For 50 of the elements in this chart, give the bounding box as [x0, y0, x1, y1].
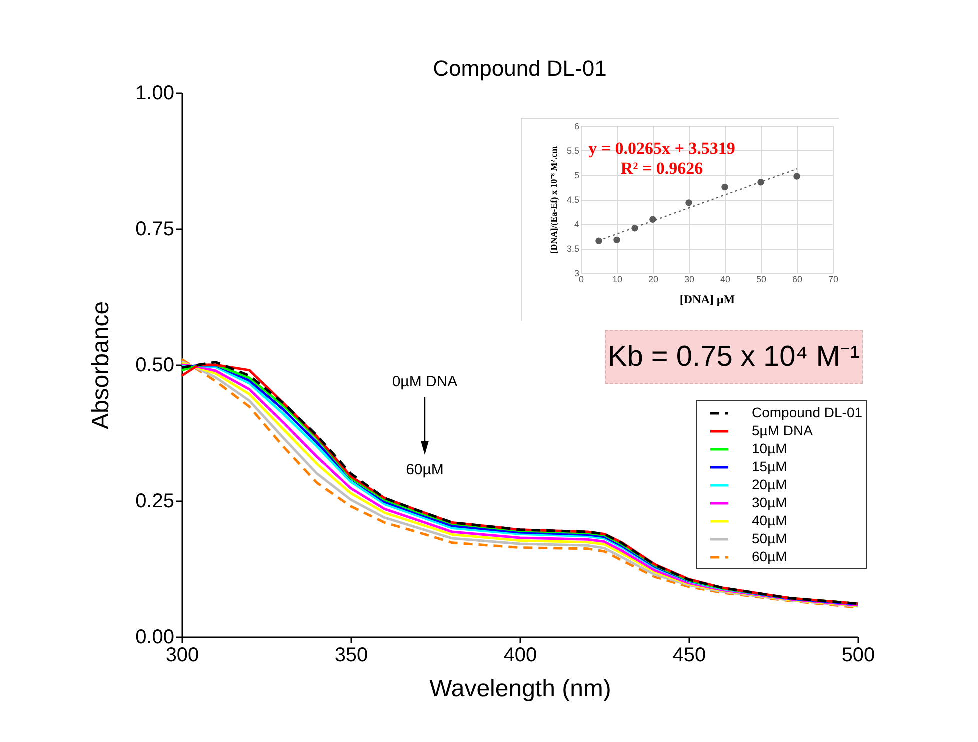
point: [722, 184, 728, 191]
y-tick-label: 4.5: [566, 195, 580, 205]
annotation: R² = 0.9626: [620, 159, 704, 179]
y-axis-title: Absorbance: [88, 301, 115, 430]
legend-label: 50µM: [752, 530, 788, 546]
legend-label: 40µM: [752, 512, 788, 528]
x-tick-label: 0: [578, 274, 584, 284]
x-tick-label: 10: [612, 274, 623, 284]
annotation: Kb = 0.75 x 10⁴ M⁻¹: [605, 330, 863, 384]
x-tick-label: 50: [756, 274, 767, 284]
y-axis-title: [DNA]/(Ea-Ef) x 10⁻⁸ M².cm: [548, 146, 559, 254]
x-tick-label: 40: [720, 274, 731, 284]
x-axis-title: [DNA] µM: [680, 292, 736, 306]
legend-label: Compound DL-01: [752, 404, 863, 420]
point: [758, 179, 764, 186]
x-tick-label: 500: [842, 644, 876, 666]
y-tick-label: 0.50: [136, 354, 174, 376]
y-tick-label: 0.75: [136, 218, 174, 240]
y-tick-label: 3.5: [566, 244, 580, 254]
y-tick-label: 4: [574, 220, 580, 230]
chart-title: Compound DL-01: [433, 56, 607, 81]
y-tick-label: 5: [574, 170, 580, 180]
point: [686, 200, 692, 206]
point: [794, 173, 800, 180]
point: [632, 225, 638, 232]
y-tick-label: 5.5: [566, 146, 580, 156]
legend-label: 5µM DNA: [752, 422, 814, 438]
point: [596, 238, 602, 244]
x-tick-label: 450: [672, 644, 706, 666]
annotation: y = 0.0265x + 3.5319: [588, 139, 736, 159]
x-tick-label: 20: [648, 274, 659, 284]
x-axis-title: Wavelength (nm): [430, 676, 612, 702]
x-tick-label: 70: [828, 274, 839, 284]
y-tick-label: 1.00: [136, 82, 174, 104]
legend-label: 20µM: [752, 476, 788, 492]
x-tick-label: 60: [792, 274, 803, 284]
x-tick-label: 350: [334, 644, 368, 666]
legend-label: 60µM: [752, 548, 788, 564]
y-tick-label: 0.25: [136, 490, 174, 512]
x-tick-label: 400: [504, 644, 538, 666]
x-tick-label: 30: [684, 274, 695, 284]
legend-label: 30µM: [752, 494, 788, 510]
point: [614, 236, 620, 244]
legend-label: 15µM: [752, 458, 788, 474]
y-tick-label: 3: [574, 268, 580, 278]
point: [650, 216, 656, 223]
annotation: 0µM DNA: [392, 374, 458, 390]
legend-label: 10µM: [752, 440, 788, 456]
y-tick-label: 6: [574, 122, 580, 132]
annotation: 60µM: [406, 462, 444, 478]
